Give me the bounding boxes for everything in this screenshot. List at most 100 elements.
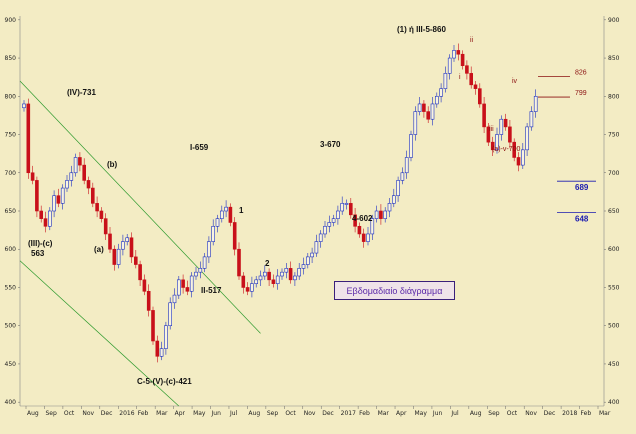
candle-84 (383, 210, 388, 219)
candle-81 (370, 218, 375, 235)
candle-19 (103, 218, 108, 235)
candle-4 (39, 210, 44, 219)
candle-55 (258, 275, 263, 281)
candle-13 (78, 157, 82, 166)
x-tick-16: Dec (322, 410, 334, 417)
candle-73 (336, 210, 340, 219)
candle-105 (473, 84, 478, 89)
candle-51 (241, 275, 246, 288)
candle-111 (499, 118, 504, 135)
candle-11 (69, 172, 74, 181)
candle-10 (65, 180, 69, 189)
trend-channel-line-1 (19, 260, 180, 407)
y-tick-right-0: 400 (608, 399, 620, 406)
candle-74 (340, 203, 345, 212)
y-tick-left-6: 700 (5, 170, 17, 177)
wave-label-16: iii (489, 126, 494, 133)
candle-77 (353, 214, 357, 227)
candle-34 (168, 302, 172, 327)
x-tick-23: Jul (450, 410, 459, 417)
candle-23 (121, 241, 125, 250)
wave-label-11: 4-602 (352, 214, 373, 223)
y-tick-right-1: 450 (608, 361, 620, 368)
y-tick-right-4: 600 (608, 246, 620, 253)
candle-86 (391, 195, 396, 204)
wave-label-15: iv (512, 78, 518, 85)
wave-label-2: (a) (94, 245, 104, 254)
candle-21 (112, 248, 117, 265)
candle-96 (434, 95, 439, 105)
candle-37 (181, 279, 185, 288)
candle-107 (482, 103, 486, 128)
candle-79 (361, 233, 366, 242)
candle-112 (503, 118, 508, 128)
candle-12 (73, 157, 78, 174)
x-tick-29: 2018 (562, 410, 577, 417)
wave-label-4: 563 (31, 249, 45, 258)
candle-1 (26, 103, 31, 174)
candle-97 (439, 88, 443, 97)
y-tick-left-0: 400 (5, 399, 17, 406)
y-tick-right-7: 750 (608, 132, 620, 139)
candle-71 (327, 222, 332, 227)
candle-17 (95, 203, 99, 212)
y-tick-right-6: 700 (608, 170, 620, 177)
x-tick-4: Dec (101, 410, 113, 417)
x-tick-20: Apr (396, 410, 407, 417)
wave-label-14: i (459, 74, 461, 81)
candle-83 (379, 210, 383, 219)
candle-64 (297, 268, 302, 277)
x-tick-24: Aug (470, 410, 482, 417)
candle-33 (164, 325, 168, 349)
x-tick-30: Feb (581, 410, 592, 417)
trend-channel-line-0 (19, 80, 261, 334)
candle-30 (151, 310, 155, 342)
candle-89 (404, 157, 409, 174)
candle-3 (35, 180, 39, 212)
wave-label-8: II-517 (201, 286, 222, 295)
y-axis-ticks: 400 400 450 450 500 500 550 550 600 600 650 650 700 7… (5, 17, 620, 406)
candle-48 (228, 206, 233, 223)
x-tick-11: Jul (229, 410, 238, 417)
candle-101 (456, 50, 461, 55)
candle-44 (211, 225, 215, 242)
y-tick-right-8: 800 (608, 93, 620, 100)
candle-65 (301, 264, 306, 269)
candle-94 (426, 111, 431, 120)
candle-45 (215, 218, 220, 227)
candle-27 (138, 264, 142, 281)
candle-24 (125, 237, 129, 242)
candle-41 (198, 268, 203, 273)
candle-116 (520, 149, 525, 166)
wave-annotations: (IV)-731 (b) (a) (III)-(c)563 I-659 1 2 II-517 C… (28, 25, 521, 386)
chart-title: Εβδομαδιαίο διάγραμμα (334, 281, 455, 300)
wave-label-17: (a)-v-700 (492, 146, 521, 153)
candle-6 (47, 210, 52, 227)
candle-60 (280, 271, 284, 277)
x-tick-0: Aug (27, 410, 39, 417)
candle-32 (159, 348, 164, 357)
candle-110 (495, 134, 499, 151)
candle-46 (220, 210, 224, 219)
candle-2 (30, 172, 35, 181)
x-tick-22: Jun (432, 410, 443, 417)
candle-68 (314, 241, 319, 254)
price-levels: 826 799 689 648 (538, 69, 596, 224)
wave-label-10: 3-670 (320, 140, 341, 149)
candle-90 (409, 134, 413, 158)
candle-40 (194, 271, 198, 277)
x-tick-28: Dec (544, 410, 556, 417)
candle-95 (430, 103, 435, 120)
x-tick-15: Nov (304, 410, 316, 417)
candle-98 (443, 73, 448, 89)
candle-104 (469, 73, 474, 86)
y-tick-left-2: 500 (5, 323, 17, 330)
candle-99 (447, 57, 452, 74)
x-tick-8: Apr (175, 410, 186, 417)
candle-59 (275, 275, 280, 284)
candle-26 (134, 256, 138, 265)
candle-16 (91, 187, 95, 204)
x-tick-27: Nov (525, 410, 537, 417)
x-tick-18: Feb (359, 410, 370, 417)
